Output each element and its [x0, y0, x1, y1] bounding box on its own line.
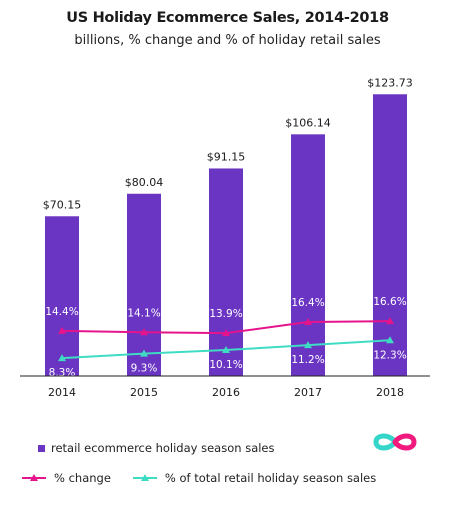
bar-value-label: $70.15	[43, 198, 82, 211]
series-point-change	[304, 318, 312, 326]
bar-2018	[373, 94, 407, 376]
series-point-share	[222, 346, 230, 354]
bar-2017	[291, 134, 325, 376]
legend-change-label: % change	[54, 471, 111, 485]
line-value-label: 10.1%	[209, 359, 242, 371]
line-value-label: 9.3%	[131, 363, 158, 375]
x-tick-label: 2015	[130, 386, 158, 399]
chart-subtitle: billions, % change and % of holiday reta…	[74, 33, 381, 48]
series-point-change	[140, 328, 148, 336]
bar-2015	[127, 193, 161, 376]
series-point-change	[58, 326, 66, 334]
legend-change-line-icon	[22, 474, 46, 481]
legend-item-share: % of total retail holiday season sales	[132, 471, 377, 485]
legend-item-change: % change	[22, 471, 111, 485]
legend-bar-row: retail ecommerce holiday season sales	[38, 441, 275, 455]
bar-value-label: $106.14	[285, 116, 331, 129]
legend-bar-swatch	[38, 444, 45, 452]
bar-2014	[45, 216, 79, 376]
bar-2016	[209, 168, 243, 376]
legend-share-line-icon	[132, 474, 157, 481]
line-value-label: 12.3%	[373, 349, 406, 361]
line-value-label: 16.6%	[373, 296, 406, 308]
x-tick-label: 2017	[294, 386, 322, 399]
line-value-label: 8.3%	[49, 367, 76, 379]
line-value-label: 14.1%	[127, 307, 160, 319]
bar-value-label: $91.15	[207, 150, 246, 163]
legend-share-label: % of total retail holiday season sales	[164, 471, 377, 485]
series-point-share	[58, 354, 66, 362]
line-value-label: 13.9%	[209, 308, 242, 320]
series-point-share	[304, 341, 312, 349]
line-value-label: 16.4%	[291, 297, 324, 309]
series-point-change	[386, 317, 394, 325]
x-tick-label: 2014	[48, 386, 76, 399]
line-value-label: 14.4%	[45, 306, 78, 318]
combo-chart: $70.15 $80.04 $91.15 $106.14 $123.73 14.4% 14…	[20, 76, 430, 399]
bar-value-label: $80.04	[125, 176, 164, 189]
series-point-share	[386, 336, 394, 344]
series-point-share	[140, 349, 148, 357]
bar-value-label: $123.73	[367, 76, 413, 89]
x-tick-label: 2018	[376, 386, 404, 399]
legend-bar-label: retail ecommerce holiday season sales	[51, 441, 275, 455]
series-point-change	[222, 329, 230, 337]
chart-title: US Holiday Ecommerce Sales, 2014-2018	[66, 10, 389, 26]
line-value-label: 11.2%	[291, 354, 324, 366]
x-tick-label: 2016	[212, 386, 240, 399]
infinity-logo-icon	[373, 433, 417, 451]
legend-line-row: % change % of total retail holiday seaso…	[22, 471, 398, 485]
